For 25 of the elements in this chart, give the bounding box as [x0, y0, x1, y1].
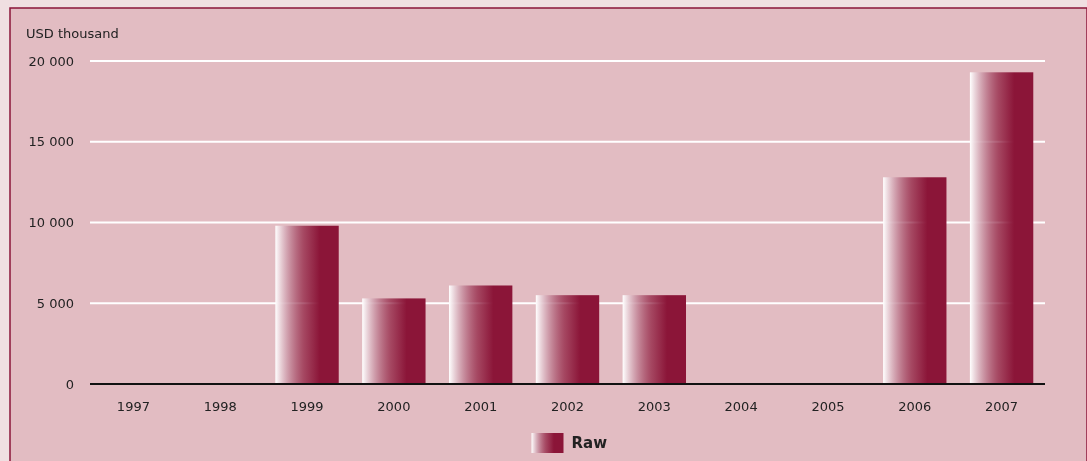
y-tick-label: 10 000 [28, 215, 74, 231]
x-tick-label: 1998 [203, 399, 237, 414]
x-tick-label: 2007 [985, 399, 1019, 414]
y-tick-label: 0 [65, 376, 74, 392]
legend-label: Raw [571, 434, 608, 453]
y-tick-label: 5 000 [36, 295, 74, 311]
bar [535, 295, 600, 384]
x-tick-label: 2003 [637, 399, 671, 414]
x-tick-label: 2004 [724, 399, 758, 414]
bar [622, 295, 687, 384]
x-tick-label: 1997 [116, 399, 150, 414]
bar [275, 225, 339, 384]
bar [883, 177, 947, 384]
y-tick-label: 20 000 [28, 53, 74, 69]
bar [448, 285, 513, 384]
bar [362, 298, 426, 384]
x-tick-label: 1999 [290, 399, 324, 414]
y-tick-label: 15 000 [28, 134, 74, 150]
x-tick-label: 2000 [377, 399, 411, 414]
x-tick-label: 2002 [550, 399, 585, 414]
bar [969, 72, 1034, 384]
x-tick-label: 2006 [898, 399, 932, 414]
y-axis-title: USD thousand [26, 26, 119, 41]
x-tick-label: 2005 [811, 399, 845, 414]
x-tick-label: 2001 [464, 399, 498, 414]
